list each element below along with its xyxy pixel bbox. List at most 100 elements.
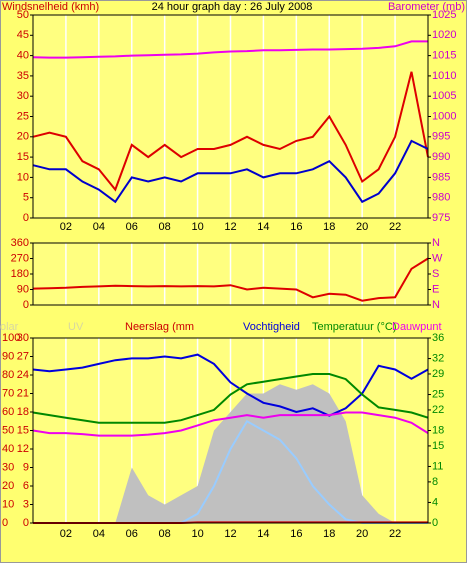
y2-tick-label: 990: [432, 151, 450, 163]
y3-tick-label: 21: [17, 387, 29, 399]
y2-tick-label: 8: [432, 476, 438, 488]
x-tick-label: 02: [60, 221, 72, 233]
y3-tick-label: 12: [17, 443, 29, 455]
line: [32, 71, 429, 192]
y3-tick-label: 9: [23, 461, 29, 473]
y-axis-label: Windsnelheid (kmh): [2, 1, 99, 13]
y-tick-label: 30: [2, 461, 14, 473]
series-name: Dauwpunt: [392, 321, 442, 333]
x-tick-label: 16: [290, 221, 302, 233]
y2-tick-label: 1010: [432, 70, 456, 82]
area: [33, 384, 428, 523]
x-tick-label: 16: [290, 528, 302, 540]
x-tick-label: 20: [356, 528, 368, 540]
plot-border: [32, 14, 429, 219]
x-tick-label: 04: [93, 528, 105, 540]
y-tick-label: 80: [2, 369, 14, 381]
y-tick-label: 35: [17, 70, 29, 82]
y-tick-label: 20: [17, 131, 29, 143]
y-tick-label: 30: [17, 90, 29, 102]
y2-tick-label: 975: [432, 212, 450, 224]
y2-tick-label: 1020: [432, 29, 456, 41]
y3-tick-label: 18: [17, 406, 29, 418]
y2-tick-label: 1015: [432, 50, 456, 62]
y2-tick-label: 18: [432, 424, 444, 436]
x-tick-label: 22: [389, 528, 401, 540]
series-name: Neerslag (mm: [125, 321, 194, 333]
x-tick-label: 20: [356, 221, 368, 233]
y2-tick-label: 1000: [432, 110, 456, 122]
series-name: Vochtigheid: [243, 321, 300, 333]
y2-tick-label: 4: [432, 496, 438, 508]
y-tick-label: 100: [2, 332, 20, 344]
line: [32, 40, 428, 59]
y2-tick-label: 1025: [432, 9, 456, 21]
x-tick-label: 04: [93, 221, 105, 233]
y3-tick-label: 27: [17, 350, 29, 362]
y2-tick-label: 985: [432, 171, 450, 183]
x-tick-label: 14: [257, 221, 269, 233]
y2-tick-label: N: [432, 299, 440, 311]
plot-border: [32, 242, 429, 306]
x-tick-label: 12: [224, 528, 236, 540]
y3-tick-label: 0: [23, 517, 29, 529]
y-tick-label: 90: [2, 350, 14, 362]
y-tick-label: 10: [2, 498, 14, 510]
y2-tick-label: W: [432, 252, 443, 264]
x-tick-label: 06: [126, 221, 138, 233]
y-tick-label: 180: [11, 268, 29, 280]
y2-tick-label: 29: [432, 368, 444, 380]
y-tick-label: 270: [11, 252, 29, 264]
y-tick-label: 50: [17, 9, 29, 21]
y-tick-label: 40: [17, 50, 29, 62]
y-tick-label: 20: [2, 480, 14, 492]
y-tick-label: 40: [2, 443, 14, 455]
x-tick-label: 18: [323, 528, 335, 540]
y-tick-label: 15: [17, 151, 29, 163]
y2-axis-label: Barometer (mb): [388, 1, 465, 13]
y3-tick-label: 6: [23, 480, 29, 492]
x-tick-label: 12: [224, 221, 236, 233]
series-name: olar: [0, 321, 19, 333]
y-tick-label: 60: [2, 406, 14, 418]
x-tick-label: 10: [191, 528, 203, 540]
y-tick-label: 0: [2, 517, 8, 529]
line: [32, 139, 429, 204]
y2-tick-label: E: [432, 283, 439, 295]
series-name: Temperatuur (°C): [312, 321, 396, 333]
y3-tick-label: 30: [17, 332, 29, 344]
x-tick-label: 08: [159, 528, 171, 540]
y3-tick-label: 3: [23, 498, 29, 510]
chart-title: 24 hour graph day : 26 July 2008: [152, 1, 313, 13]
y2-tick-label: 32: [432, 352, 444, 364]
y-tick-label: 25: [17, 110, 29, 122]
y-tick-label: 0: [23, 299, 29, 311]
series-name: UV: [68, 321, 84, 333]
y2-tick-label: N: [432, 237, 440, 249]
x-tick-label: 08: [159, 221, 171, 233]
y-tick-label: 70: [2, 387, 14, 399]
y2-tick-label: 995: [432, 131, 450, 143]
line: [32, 257, 429, 302]
x-tick-label: 14: [257, 528, 269, 540]
y-tick-label: 90: [17, 283, 29, 295]
x-tick-label: 18: [323, 221, 335, 233]
x-tick-label: 10: [191, 221, 203, 233]
line: [32, 411, 429, 437]
line: [32, 373, 429, 424]
y3-tick-label: 24: [17, 369, 29, 381]
y-tick-label: 360: [11, 237, 29, 249]
y-tick-label: 10: [17, 171, 29, 183]
y-tick-label: 45: [17, 29, 29, 41]
x-tick-label: 06: [126, 528, 138, 540]
y2-tick-label: 36: [432, 332, 444, 344]
y2-tick-label: 1005: [432, 90, 456, 102]
y2-tick-label: 22: [432, 404, 444, 416]
y3-tick-label: 15: [17, 424, 29, 436]
y2-tick-label: 980: [432, 192, 450, 204]
y2-tick-label: 25: [432, 388, 444, 400]
plot-border: [32, 337, 429, 524]
x-tick-label: 22: [389, 221, 401, 233]
y-tick-label: 5: [23, 192, 29, 204]
